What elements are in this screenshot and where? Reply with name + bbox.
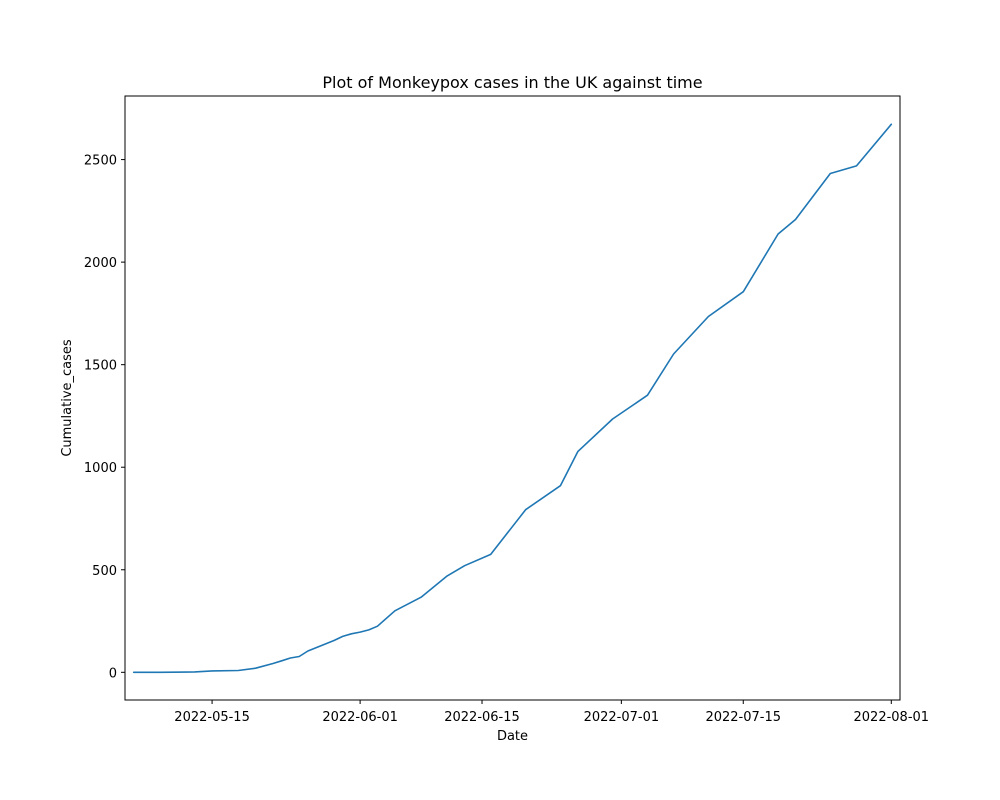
x-axis: 2022-05-15 2022-06-01 2022-06-15 2022-07-01…: [174, 700, 929, 725]
y-tick-label: 0: [109, 666, 117, 681]
x-tick-label: 2022-07-01: [584, 710, 660, 725]
x-tick-label: 2022-06-15: [444, 710, 520, 725]
y-axis-title: Cumulative_cases: [60, 339, 75, 457]
y-axis: 0 500 1000 1500 2000 2500: [84, 154, 125, 681]
y-tick-label: 2000: [84, 256, 117, 271]
y-tick-label: 1000: [84, 461, 117, 476]
plot-frame: [124, 95, 901, 701]
plot-background: [125, 96, 900, 700]
x-tick-label: 2022-08-01: [854, 710, 930, 725]
series-layer: [132, 123, 893, 674]
y-tick-label: 1500: [84, 359, 117, 374]
series-line: [132, 123, 893, 674]
x-tick-label: 2022-05-15: [174, 710, 250, 725]
x-axis-title: Date: [497, 729, 528, 744]
y-tick-label: 500: [92, 564, 117, 579]
chart-title: Plot of Monkeypox cases in the UK agains…: [322, 73, 702, 92]
x-tick-label: 2022-07-15: [705, 710, 781, 725]
y-tick-label: 2500: [84, 154, 117, 169]
x-tick-label: 2022-06-01: [322, 710, 398, 725]
